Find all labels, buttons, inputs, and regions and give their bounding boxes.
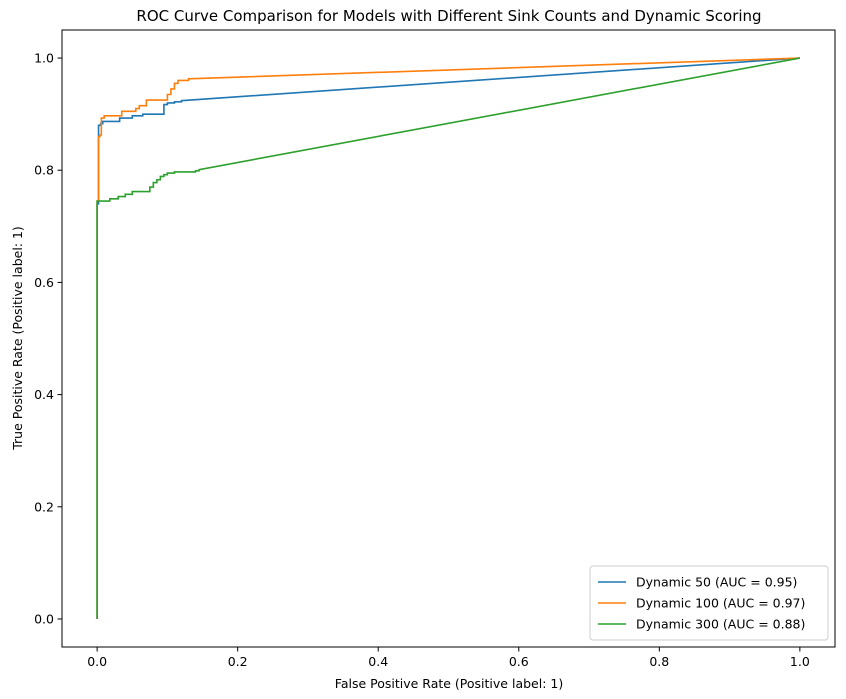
legend-box xyxy=(589,565,829,641)
y-axis-label: True Positive Rate (Positive label: 1) xyxy=(10,226,25,451)
y-tick-label: 0.4 xyxy=(34,387,54,402)
legend: Dynamic 50 (AUC = 0.95) Dynamic 100 (AUC … xyxy=(589,565,829,641)
legend-label-2: Dynamic 100 (AUC = 0.97) xyxy=(636,596,805,611)
x-tick-label: 0.4 xyxy=(368,654,388,669)
plot-area-frame xyxy=(61,29,836,648)
series-line-1 xyxy=(96,57,800,619)
y-tick-label: 0.2 xyxy=(34,499,54,514)
axis-ticks: 0.0 0.2 0.4 0.6 0.8 1.0 0.0 0.2 0.4 0.6 0.8 1.0 xyxy=(34,51,810,669)
y-tick-label: 1.0 xyxy=(34,51,54,66)
series-lines xyxy=(96,57,801,619)
legend-label-1: Dynamic 50 (AUC = 0.95) xyxy=(636,575,797,590)
series-line-3 xyxy=(96,57,801,619)
y-tick-label: 0.0 xyxy=(34,611,54,626)
x-tick-label: 0.0 xyxy=(87,654,107,669)
y-tick-label: 0.8 xyxy=(34,163,54,178)
x-tick-label: 0.6 xyxy=(509,654,529,669)
chart-title: ROC Curve Comparison for Models with Dif… xyxy=(136,7,761,25)
x-tick-label: 0.2 xyxy=(228,654,248,669)
series-line-2 xyxy=(96,57,800,619)
x-tick-label: 0.8 xyxy=(649,654,669,669)
y-tick-label: 0.6 xyxy=(34,275,54,290)
x-tick-label: 1.0 xyxy=(790,654,810,669)
x-axis-label: False Positive Rate (Positive label: 1) xyxy=(335,676,563,691)
legend-label-3: Dynamic 300 (AUC = 0.88) xyxy=(636,617,805,632)
